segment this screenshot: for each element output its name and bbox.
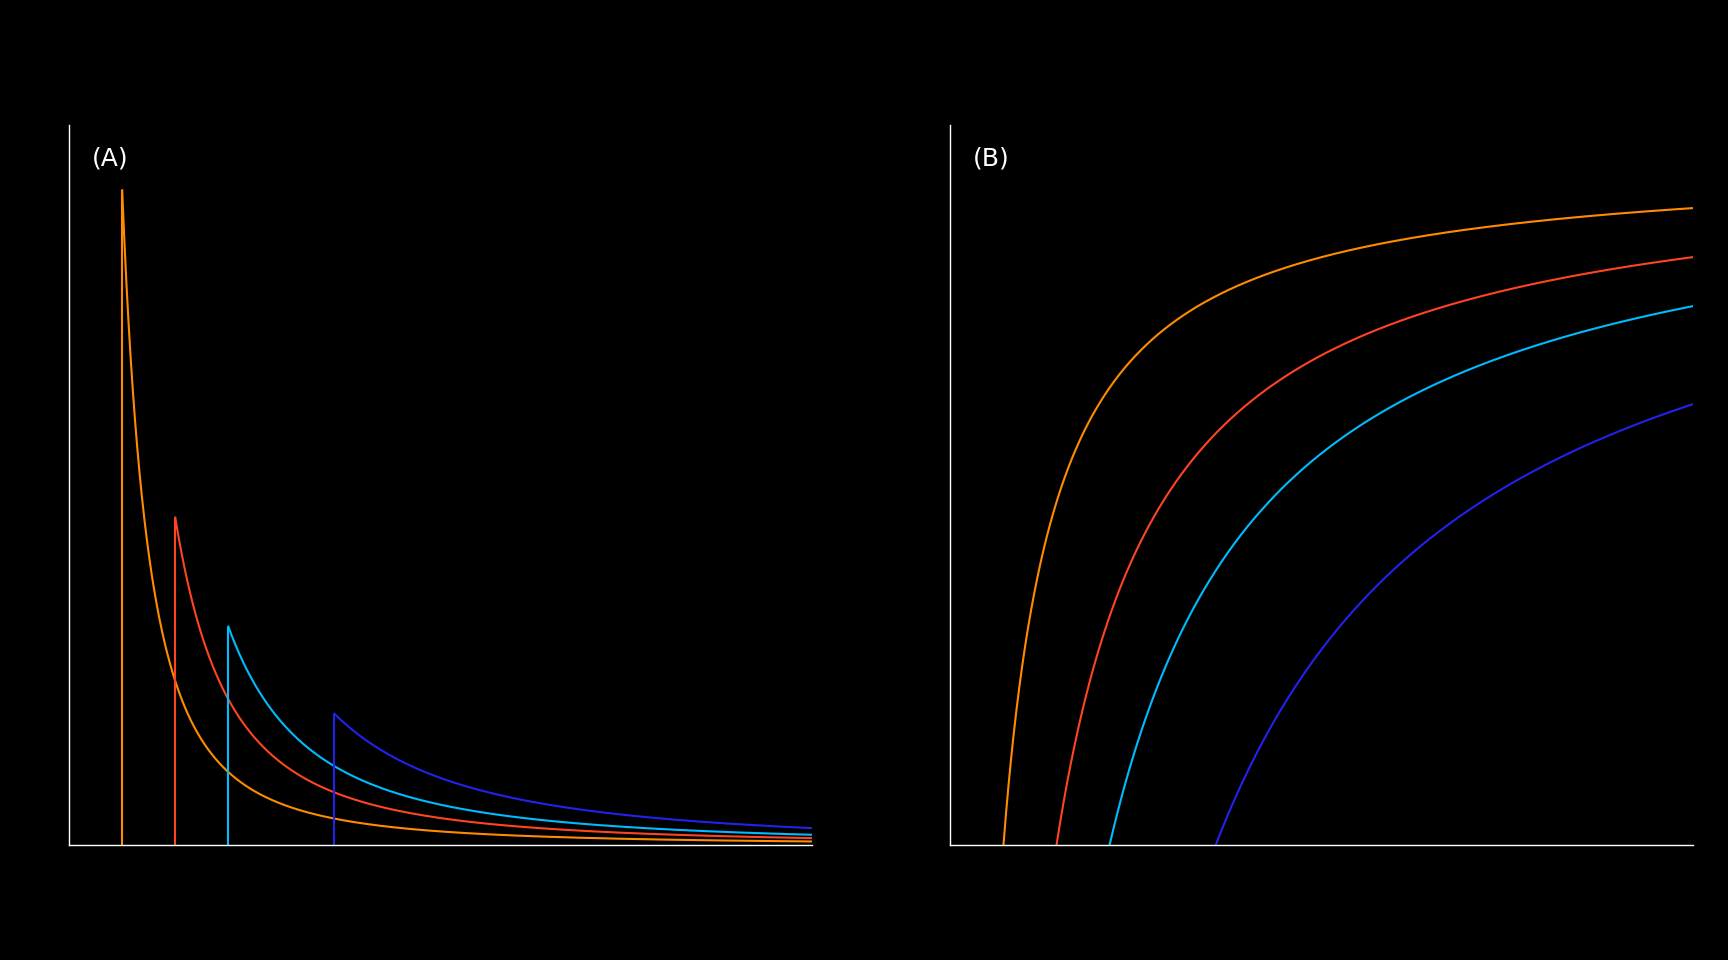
Text: (B): (B) bbox=[973, 147, 1009, 171]
Text: (A): (A) bbox=[92, 147, 128, 171]
